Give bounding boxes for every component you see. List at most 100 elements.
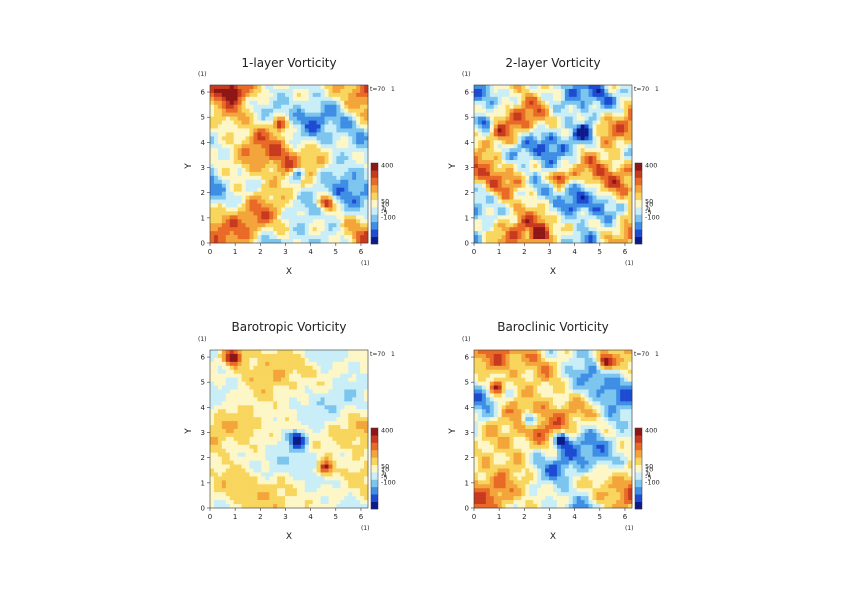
heatmap-cell: [509, 227, 514, 232]
heatmap-cell: [356, 175, 361, 181]
heatmap-cell: [312, 405, 317, 410]
heatmap-cell: [521, 239, 526, 244]
heatmap-cell: [257, 397, 262, 402]
heatmap-cell: [316, 381, 321, 386]
heatmap-cell: [308, 164, 313, 169]
heatmap-cell: [289, 227, 294, 232]
heatmap-cell: [356, 179, 361, 185]
heatmap-cell: [360, 484, 365, 489]
heatmap-cell: [210, 132, 215, 137]
heatmap-cell: [300, 140, 306, 145]
heatmap-cell: [312, 199, 317, 204]
heatmap-cell: [300, 96, 306, 102]
heatmap-cell: [521, 160, 526, 165]
heatmap-cell: [233, 112, 238, 117]
heatmap-cell: [560, 136, 566, 141]
heatmap-cell: [292, 413, 298, 418]
heatmap-cell: [316, 124, 321, 129]
heatmap-cell: [364, 140, 369, 145]
heatmap-cell: [533, 160, 538, 165]
heatmap-cell: [352, 456, 357, 461]
heatmap-cell: [213, 191, 219, 196]
heatmap-cell: [493, 195, 498, 200]
heatmap-cell: [233, 492, 238, 497]
heatmap-cell: [580, 140, 585, 145]
heatmap-cell: [474, 183, 479, 188]
heatmap-cell: [281, 440, 286, 446]
heatmap-cell: [509, 223, 514, 228]
heatmap-cell: [269, 500, 274, 505]
heatmap-cell: [344, 219, 349, 224]
heatmap-cell: [356, 128, 361, 133]
heatmap-cell: [340, 385, 345, 390]
heatmap-cell: [253, 152, 258, 157]
heatmap-cell: [221, 88, 227, 94]
heatmap-cell: [592, 96, 597, 102]
heatmap-cell: [324, 183, 329, 188]
heatmap-cell: [277, 350, 282, 355]
heatmap-cell: [217, 223, 223, 228]
time-unit-label: 1: [391, 351, 395, 358]
heatmap-cell: [229, 397, 234, 402]
heatmap-cell: [289, 96, 294, 102]
heatmap-cell: [304, 448, 310, 453]
heatmap-cell: [497, 235, 502, 240]
heatmap-cell: [225, 167, 231, 173]
heatmap-cell: [269, 369, 274, 374]
heatmap-cell: [344, 92, 349, 98]
heatmap-cell: [210, 389, 215, 394]
heatmap-cell: [213, 492, 219, 497]
heatmap-cell: [265, 144, 270, 149]
heatmap-cell: [300, 239, 306, 244]
heatmap-cell: [489, 108, 495, 113]
heatmap-cell: [312, 136, 317, 141]
heatmap-cell: [348, 413, 353, 418]
heatmap-cell: [600, 132, 605, 137]
heatmap-cell: [296, 425, 302, 430]
heatmap-cell: [217, 191, 223, 196]
heatmap-cell: [320, 191, 325, 196]
heatmap-cell: [308, 468, 313, 473]
heatmap-cell: [336, 456, 341, 461]
heatmap-cell: [257, 191, 262, 196]
heatmap-cell: [316, 492, 321, 497]
heatmap-cell: [576, 239, 581, 244]
heatmap-cell: [336, 116, 341, 121]
heatmap-cell: [584, 203, 589, 208]
heatmap-cell: [281, 476, 286, 481]
heatmap-cell: [249, 167, 254, 173]
heatmap-cell: [344, 100, 349, 106]
heatmap-cell: [356, 92, 361, 98]
heatmap-cell: [328, 357, 333, 363]
heatmap-cell: [344, 132, 349, 137]
heatmap-cell: [604, 92, 609, 98]
heatmap-cell: [513, 235, 518, 240]
heatmap-cell: [320, 156, 325, 161]
heatmap-cell: [308, 480, 313, 485]
heatmap-cell: [564, 104, 570, 109]
heatmap-cell: [481, 156, 487, 161]
heatmap-cell: [608, 152, 613, 157]
heatmap-cell: [233, 504, 238, 509]
heatmap-cell: [213, 116, 219, 121]
heatmap-cell: [265, 365, 270, 371]
heatmap-cell: [300, 88, 306, 94]
heatmap-cell: [525, 96, 530, 102]
heatmap-cell: [505, 231, 510, 236]
heatmap-cell: [257, 152, 262, 157]
heatmap-cell: [616, 112, 621, 117]
heatmap-cell: [344, 203, 349, 208]
heatmap-cell: [501, 85, 506, 90]
heatmap-cell: [316, 85, 321, 90]
heatmap-cell: [568, 116, 574, 121]
heatmap-cell: [328, 504, 333, 509]
heatmap-cell: [261, 389, 266, 394]
heatmap-cell: [533, 120, 538, 125]
heatmap-cell: [348, 381, 353, 386]
heatmap-cell: [608, 175, 613, 181]
heatmap-cell: [529, 187, 534, 192]
heatmap-cell: [257, 179, 262, 185]
heatmap-cell: [364, 191, 369, 196]
heatmap-cell: [501, 203, 506, 208]
heatmap-cell: [497, 239, 502, 244]
